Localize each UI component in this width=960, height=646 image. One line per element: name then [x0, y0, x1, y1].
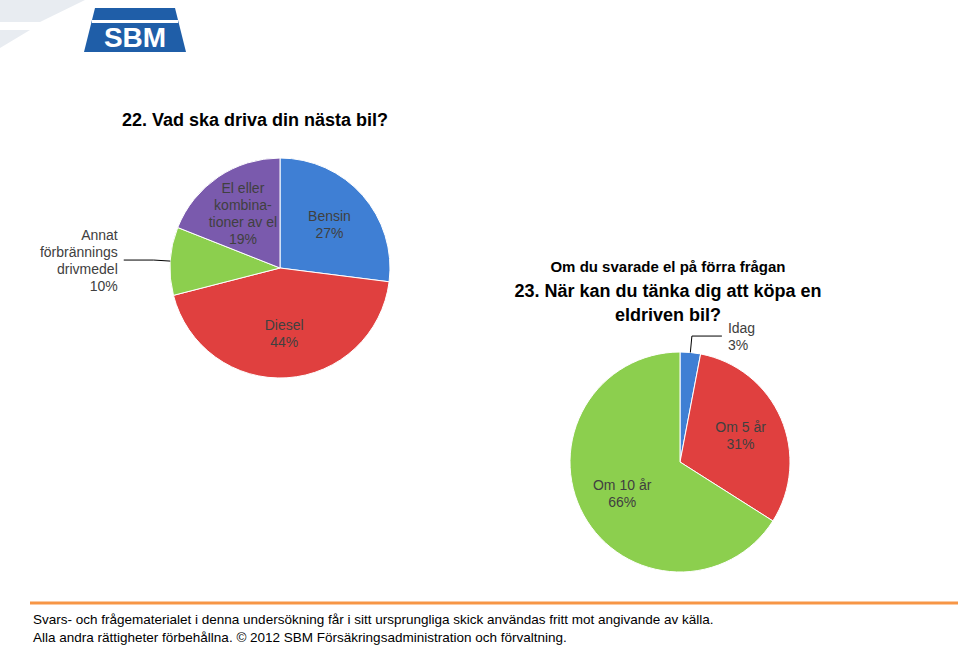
slice-value-label: 27% [315, 225, 343, 241]
chart-title: 22. Vad ska driva din nästa bil? [122, 110, 388, 130]
label-line: Bensin [308, 208, 351, 224]
logo: SBM [84, 8, 186, 53]
data-labels: Idag3% Om 5 år31% Om 10 år66% [593, 320, 766, 511]
slice-label: Bensin [308, 208, 351, 224]
label-line: Annat [81, 227, 118, 243]
label-line: Om 10 år [593, 477, 652, 493]
label-line: tioner av el [209, 214, 277, 230]
label-line: kombina- [214, 197, 272, 213]
title-line: eldriven bil? [615, 305, 721, 325]
slices [570, 352, 790, 572]
stripe [0, 0, 85, 22]
slice-label: Idag [728, 320, 755, 336]
slice-value-label: 66% [608, 494, 636, 510]
footer-text: Alla andra rättigheter förbehållna. © 20… [33, 630, 567, 645]
slice-label: Om 5 år [715, 419, 766, 435]
slice-value-label: 10% [90, 278, 118, 294]
chart-title: 23. När kan du tänka dig att köpa en eldr… [514, 281, 821, 325]
title-line: 23. När kan du tänka dig att köpa en [514, 281, 821, 301]
slice-value-label: 3% [728, 337, 748, 353]
slice-value-label: 44% [270, 334, 298, 350]
title-line: 22. Vad ska driva din nästa bil? [122, 110, 388, 130]
chart-subtitle: Om du svarade el på förra frågan [550, 258, 785, 275]
footer: Svars- och frågematerialet i denna under… [30, 603, 958, 645]
label-line: Diesel [265, 317, 304, 333]
page: SBM 22. Vad ska driva din nästa bil? Bensi… [0, 0, 960, 646]
footer-text: Svars- och frågematerialet i denna under… [33, 612, 714, 627]
pie-slice [570, 352, 773, 572]
slice-value-label: 31% [727, 436, 755, 452]
leader-line [690, 336, 722, 352]
slice-label: Annatförbränningsdrivmedel [40, 227, 118, 277]
label-line: drivmedel [57, 261, 118, 277]
stripe [0, 30, 30, 48]
logo-text: SBM [104, 22, 166, 53]
slice-value-label: 19% [229, 231, 257, 247]
pie-slice [280, 158, 390, 282]
label-line: förbrännings [40, 244, 118, 260]
data-labels: Bensin27% Diesel44% Annatförbränningsdrivm… [40, 180, 351, 350]
slice-label: El ellerkombina-tioner av el [209, 180, 277, 230]
label-line: Om 5 år [715, 419, 766, 435]
pie-chart: 22. Vad ska driva din nästa bil? Bensin27… [40, 110, 390, 378]
slices [170, 158, 390, 378]
pie-slice [178, 158, 280, 268]
pie-chart: Om du svarade el på förra frågan 23. När … [514, 258, 821, 572]
slice-label: Diesel [265, 317, 304, 333]
footer-rule [30, 602, 958, 605]
logo-shape [84, 8, 186, 52]
leader-line [124, 260, 170, 261]
slice-label: Om 10 år [593, 477, 652, 493]
label-line: El eller [222, 180, 265, 196]
decoration [0, 0, 85, 48]
label-line: Idag [728, 320, 755, 336]
